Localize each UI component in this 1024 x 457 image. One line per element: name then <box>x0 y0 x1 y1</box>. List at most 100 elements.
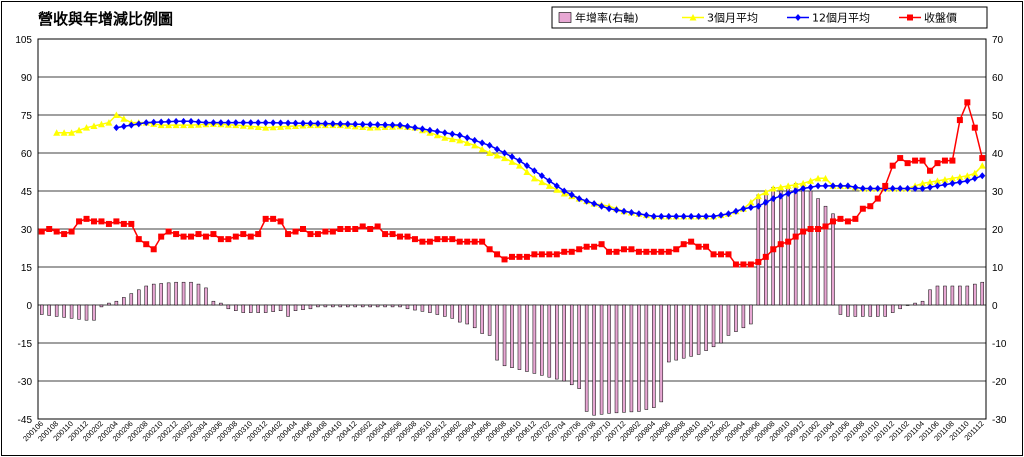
3m-avg-point <box>933 177 941 184</box>
close-price-point <box>927 167 934 174</box>
close-price-point <box>389 231 396 238</box>
growth-bar <box>278 304 283 311</box>
3m-avg-point <box>807 177 815 184</box>
growth-bar <box>756 194 761 306</box>
close-price-point <box>665 248 672 255</box>
close-price-point <box>352 226 359 232</box>
3m-avg-point <box>508 158 516 165</box>
3m-avg-point <box>112 111 120 118</box>
close-price-point <box>703 243 710 250</box>
3m-avg-point <box>172 121 180 129</box>
12m-avg-point <box>359 120 366 128</box>
close-price-point <box>195 231 202 238</box>
left-tick-label: 30 <box>21 225 33 236</box>
growth-bar <box>413 304 417 311</box>
3m-avg-point <box>777 183 785 191</box>
3m-avg-point <box>948 174 956 182</box>
left-tick-label: 0 <box>26 301 32 312</box>
growth-bar <box>853 304 858 317</box>
close-price-point <box>105 220 112 227</box>
close-price-point <box>150 246 157 253</box>
12m-avg-point <box>411 124 418 132</box>
growth-bar <box>107 302 111 306</box>
close-price-point <box>322 228 329 235</box>
close-price-point <box>874 195 881 202</box>
right-tick-label: -10 <box>992 339 1007 350</box>
close-price-point <box>777 241 784 248</box>
12m-avg-point <box>367 121 374 128</box>
growth-bar <box>458 304 462 323</box>
12m-avg-point <box>695 212 702 220</box>
left-tick-label: -30 <box>18 377 33 388</box>
close-price-point <box>531 251 538 258</box>
12m-avg-point <box>128 121 135 129</box>
close-price-point <box>277 218 284 225</box>
right-tick-label: 60 <box>992 73 1004 84</box>
close-price-point <box>740 261 747 268</box>
3m-avg-point <box>545 182 553 189</box>
growth-bar <box>234 304 238 311</box>
12m-avg-point <box>456 131 463 139</box>
close-price-point <box>255 231 262 238</box>
growth-bar <box>390 304 395 308</box>
growth-bar <box>569 304 574 386</box>
close-price-point <box>964 99 971 106</box>
12m-avg-point <box>710 212 717 220</box>
growth-bar <box>360 304 365 308</box>
close-price-point <box>374 223 381 230</box>
3m-avg-point <box>441 134 449 141</box>
12m-avg-point <box>210 119 217 127</box>
growth-bar <box>144 285 148 306</box>
12m-avg-point <box>352 120 359 128</box>
growth-bar <box>816 198 820 306</box>
close-price-point <box>516 253 523 260</box>
12m-avg-point <box>494 145 501 153</box>
growth-bar <box>271 304 275 312</box>
12m-avg-point <box>531 167 538 175</box>
3m-avg-point <box>814 174 822 182</box>
growth-bar <box>681 304 686 359</box>
close-price-point <box>971 124 978 131</box>
growth-bar <box>674 304 678 361</box>
12m-avg-point <box>703 212 710 220</box>
close-price-point <box>576 246 583 253</box>
close-price-point <box>822 223 829 230</box>
growth-bar <box>920 300 925 306</box>
12m-avg-point <box>956 178 963 186</box>
legend-label: 12個月平均 <box>812 12 870 25</box>
12m-avg-point <box>732 207 739 215</box>
close-price-point <box>225 236 232 243</box>
12m-avg-point <box>971 174 978 182</box>
3m-avg-point <box>523 168 531 175</box>
growth-bar <box>846 304 850 317</box>
12m-avg-point <box>553 182 560 190</box>
12m-avg-point <box>374 121 381 129</box>
12m-avg-point <box>404 122 411 130</box>
close-price-point <box>628 246 635 253</box>
close-price-point <box>441 236 448 243</box>
12m-avg-point <box>337 120 344 128</box>
close-price-point <box>501 256 508 263</box>
close-price-point <box>934 160 941 167</box>
12m-avg-point <box>135 120 142 128</box>
12m-avg-point <box>583 197 590 205</box>
3m-avg-point <box>769 184 777 192</box>
growth-bar <box>263 304 268 313</box>
12m-avg-point <box>471 136 478 144</box>
close-price-point <box>815 226 822 232</box>
growth-bar <box>211 300 216 306</box>
12m-avg-point <box>800 184 807 192</box>
growth-bar <box>689 304 693 357</box>
growth-bar <box>555 304 559 380</box>
close-price-point <box>240 231 247 238</box>
close-price-point <box>292 228 299 235</box>
12m-avg-point <box>576 195 583 203</box>
right-tick-label: 0 <box>992 301 998 312</box>
3m-avg-point <box>963 172 971 179</box>
3m-avg-point <box>956 173 964 181</box>
3m-avg-point <box>471 141 479 149</box>
legend-label: 年增率(右軸) <box>575 11 639 25</box>
growth-bar <box>383 304 387 308</box>
12m-avg-point <box>277 119 284 127</box>
right-tick-label: 70 <box>992 35 1004 46</box>
